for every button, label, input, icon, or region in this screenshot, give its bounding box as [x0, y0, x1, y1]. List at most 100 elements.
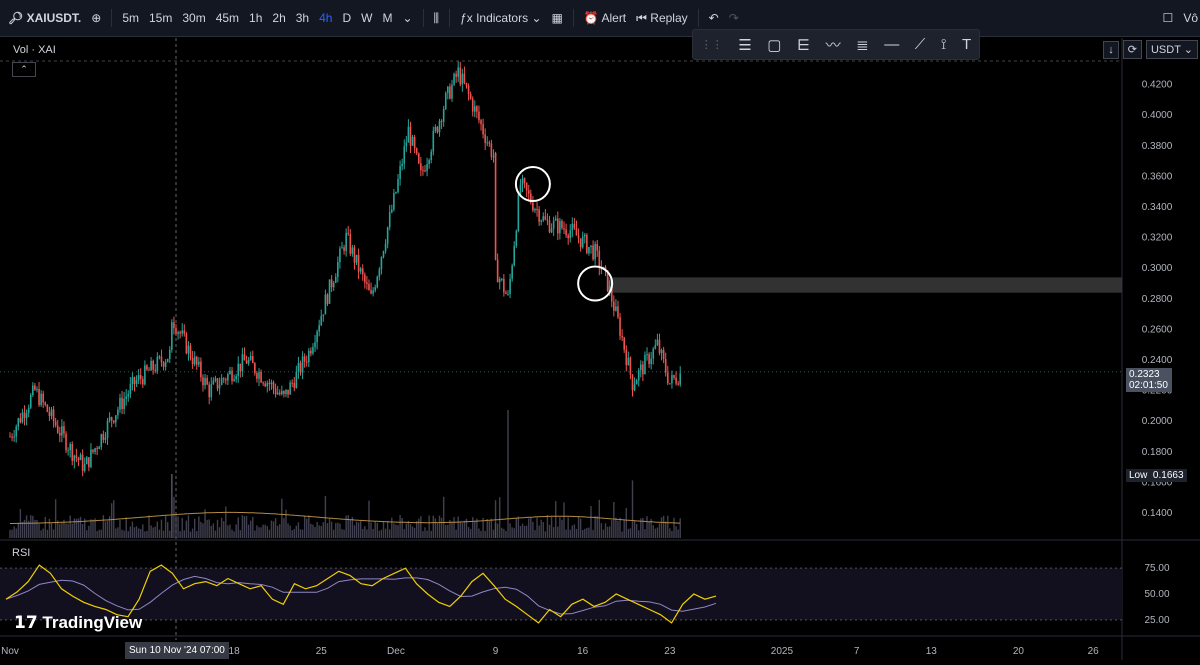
candle-body — [550, 228, 553, 233]
timeframe-w[interactable]: W — [361, 11, 373, 25]
volume-bar — [90, 519, 92, 538]
candle-body — [608, 286, 611, 291]
indicators-button[interactable]: ƒx Indicators ⌄ — [460, 11, 542, 25]
candle-body — [316, 331, 318, 343]
candle-body — [171, 322, 173, 346]
time-tick-label: 7 — [854, 646, 860, 657]
alert-button[interactable]: ⏰ Alert — [583, 11, 627, 25]
timeframe-1h[interactable]: 1h — [249, 11, 263, 25]
layouts-icon[interactable]: ▦ — [551, 11, 563, 25]
redo-icon[interactable]: ↷ — [728, 11, 739, 25]
chart-type-icon[interactable]: ⫼ — [433, 10, 440, 25]
candle-body — [133, 377, 136, 385]
candle-body — [438, 120, 441, 133]
price-tick-label: 0.2000 — [1142, 416, 1173, 427]
volume-bar — [569, 529, 571, 538]
chevron-down-icon[interactable]: ⌄ — [402, 11, 413, 25]
volume-bar — [555, 501, 557, 538]
volume-bar — [235, 524, 237, 538]
volume-bar — [579, 518, 582, 538]
volume-bar — [227, 525, 229, 538]
volume-bar — [507, 410, 509, 538]
timeframe-5m[interactable]: 5m — [122, 11, 139, 25]
volume-bar — [563, 502, 565, 538]
add-symbol-icon[interactable]: ⊕ — [91, 11, 102, 25]
trend-line-icon[interactable]: ⟋ — [914, 36, 926, 53]
candle-body — [9, 436, 11, 438]
timeframe-15m[interactable]: 15m — [149, 11, 173, 25]
volume-bar — [258, 527, 260, 538]
candle-body — [156, 356, 159, 371]
timeframe-group: 5m 15m 30m 45m 1h 2h 3h 4h D W M — [117, 11, 397, 25]
drag-handle-icon[interactable]: ⋮⋮ — [700, 39, 723, 51]
price-range-icon[interactable]: ⟟ — [940, 36, 947, 53]
volume-bar — [434, 518, 437, 538]
candle-body — [48, 411, 51, 417]
fib-icon[interactable]: ≣ — [856, 36, 869, 54]
timeframe-2h[interactable]: 2h — [272, 11, 286, 25]
volume-bar — [561, 519, 563, 538]
fullscreen-icon[interactable]: ☐ — [1162, 11, 1174, 25]
timeframe-d[interactable]: D — [342, 11, 352, 25]
collapse-pane-button[interactable]: ⌃ — [12, 62, 36, 77]
timeframe-4h[interactable]: 4h — [319, 11, 333, 25]
volume-bar — [247, 524, 250, 538]
candle-body — [471, 98, 474, 112]
volume-bar — [366, 529, 368, 538]
replay-button[interactable]: ⏮ Replay — [636, 10, 688, 25]
volume-bar — [611, 520, 613, 538]
volume-bar — [584, 528, 586, 538]
volume-bars — [9, 410, 681, 538]
candle-body — [71, 444, 74, 461]
path-icon[interactable]: 〰 — [825, 37, 841, 54]
candle-body — [465, 82, 468, 87]
text-tool-icon[interactable]: T — [961, 36, 972, 53]
timeframe-m[interactable]: M — [382, 11, 393, 25]
symbol-search[interactable]: 🔎︎ XAIUSDT. — [8, 11, 82, 25]
volume-bar — [202, 523, 204, 538]
volume-bar — [391, 517, 393, 538]
undo-icon[interactable]: ↶ — [708, 11, 719, 25]
volume-bar — [463, 520, 466, 538]
volume-bar — [46, 529, 49, 538]
candle-body — [631, 374, 634, 391]
candle-body — [245, 360, 248, 364]
candle-body — [173, 322, 175, 329]
candle-body — [654, 344, 657, 349]
currency-select[interactable]: USDT ⌄ — [1145, 40, 1198, 59]
volume-bar — [660, 517, 663, 538]
volume-bar — [171, 474, 173, 538]
text-lines-icon[interactable]: ☰ — [738, 36, 752, 54]
volume-bar — [316, 521, 318, 538]
candle-body — [237, 363, 240, 377]
volume-bar — [239, 530, 242, 538]
annotation-layer — [514, 166, 614, 302]
sync-icon[interactable]: ⟳ — [1122, 40, 1142, 59]
candle-body — [617, 306, 619, 318]
price-tick-label: 0.2400 — [1142, 355, 1173, 366]
timeframe-45m[interactable]: 45m — [215, 11, 240, 25]
candle-body — [571, 223, 574, 231]
candle-body — [204, 377, 206, 386]
candle-body — [536, 209, 538, 211]
timeframe-3h[interactable]: 3h — [295, 11, 310, 25]
volume-bar — [453, 517, 455, 538]
candle-body — [212, 380, 215, 385]
candle-body — [332, 282, 335, 288]
download-icon[interactable]: ↓ — [1103, 40, 1119, 59]
candle-body — [19, 418, 22, 423]
horizontal-line-icon[interactable]: — — [884, 36, 900, 53]
volume-bar — [65, 523, 67, 538]
candle-body — [52, 409, 55, 422]
candle-body — [440, 120, 443, 122]
candle-body — [581, 236, 584, 248]
parallel-channel-icon[interactable]: ⋿ — [797, 36, 811, 54]
rectangle-icon[interactable]: ▢ — [767, 36, 782, 54]
candle-body — [81, 454, 84, 471]
top-toolbar: 🔎︎ XAIUSDT. ⊕ 5m 15m 30m 45m 1h 2h 3h 4h D W M ⌄ ⫼… — [0, 0, 1200, 37]
timeframe-30m[interactable]: 30m — [182, 11, 206, 25]
volume-bar — [540, 519, 542, 538]
volume-bar — [36, 519, 38, 538]
candle-body — [403, 146, 406, 164]
